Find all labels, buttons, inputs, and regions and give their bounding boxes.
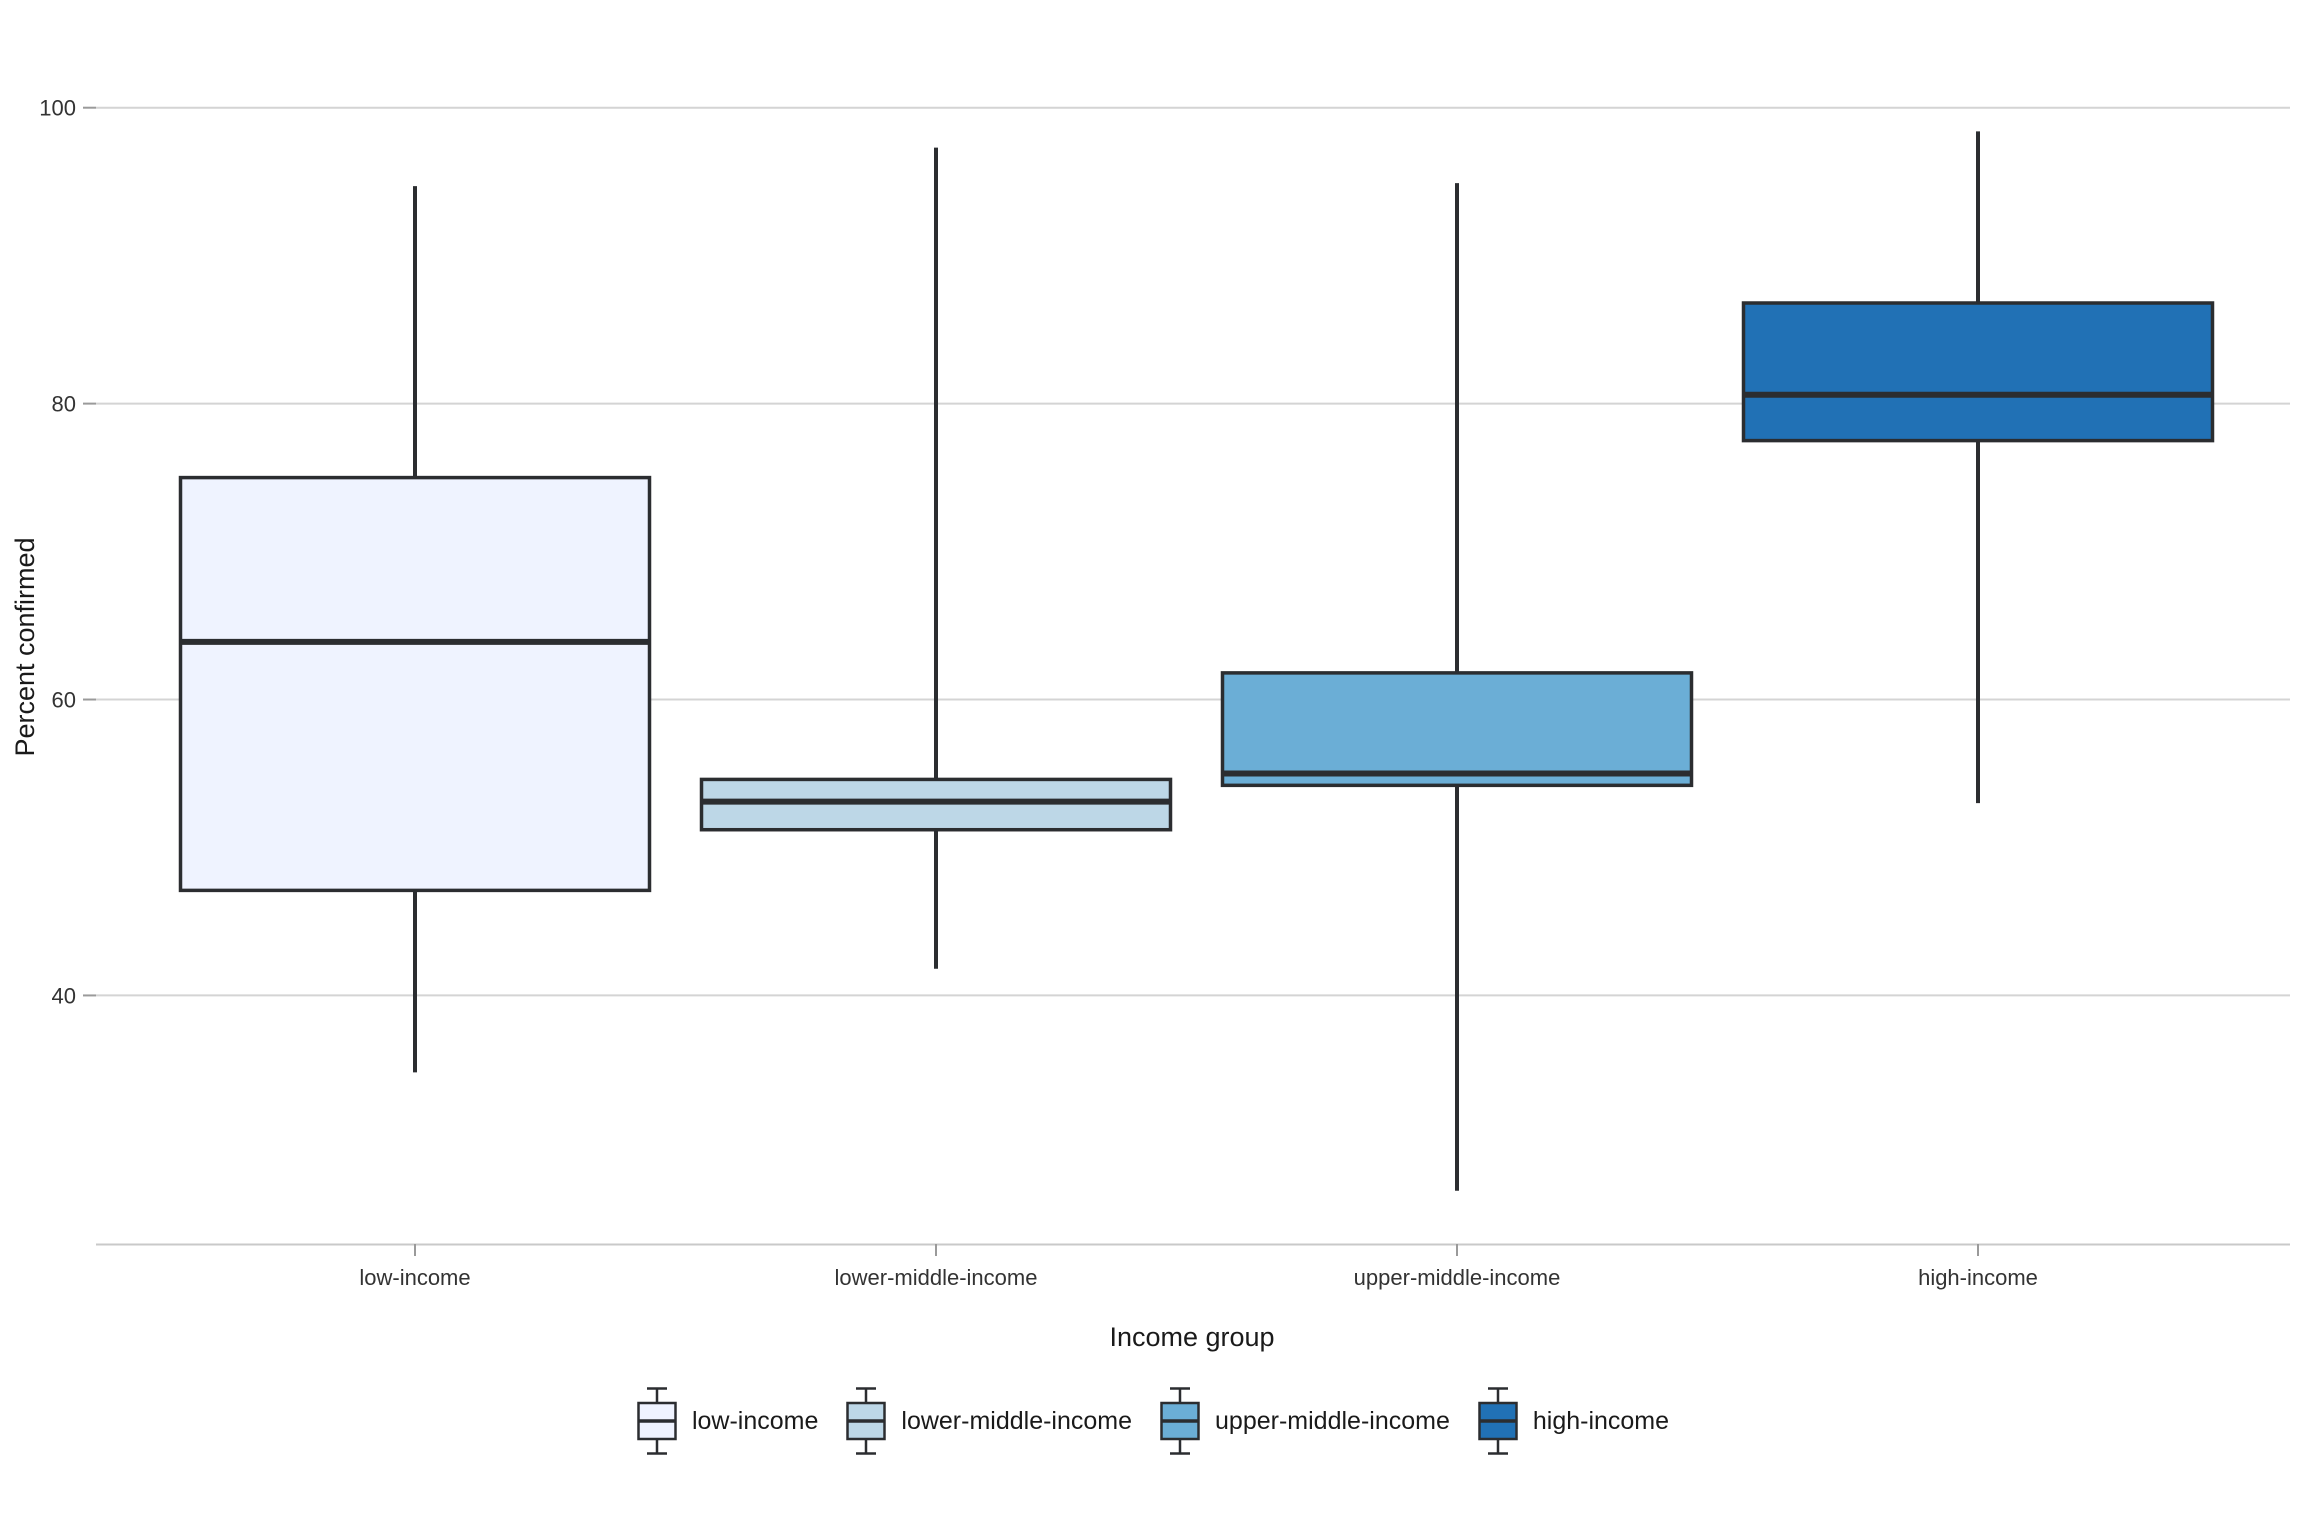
x-tick-label: lower-middle-income [835, 1265, 1038, 1290]
x-tick-label: upper-middle-income [1354, 1265, 1561, 1290]
box-high-income [1741, 301, 2215, 443]
y-tick-label: 40 [52, 983, 76, 1008]
box-upper-middle-income [1220, 671, 1694, 788]
y-tick-label: 60 [52, 688, 76, 713]
boxes-layer [178, 131, 2215, 1191]
legend-key-boxplot-icon [846, 1387, 887, 1455]
legend-key-boxplot-icon [637, 1387, 677, 1455]
box-group-low-income [178, 186, 652, 1073]
legend-key-boxplot-icon [1478, 1387, 1518, 1455]
box-group-upper-middle-income [1220, 183, 1694, 1191]
axes-layer: 40 60 80 100 low-income lower-middle-income up… [39, 96, 2290, 1290]
box-group-lower-middle-income [699, 147, 1173, 969]
legend-item-high-income: high-income [1476, 1386, 1669, 1456]
x-axis-title: Income group [1109, 1322, 1274, 1352]
legend-key-boxplot-icon [1160, 1387, 1200, 1455]
box-low-income [178, 475, 652, 893]
box-group-high-income [1741, 131, 2215, 804]
y-tick-label: 80 [52, 392, 76, 417]
legend-item-label: low-income [691, 1406, 819, 1435]
y-tick-label: 100 [39, 96, 76, 121]
legend-item-label: upper-middle-income [1215, 1406, 1450, 1435]
x-tick-label: low-income [359, 1265, 470, 1290]
legend-item-lower-middle-income: lower-middle-income [844, 1386, 1132, 1456]
legend: low-income lower-middle-income upper-middl… [0, 1386, 2304, 1456]
y-axis-title: Percent confirmed [10, 537, 40, 756]
legend-item-label: high-income [1532, 1406, 1670, 1435]
x-tick-label: high-income [1918, 1265, 2038, 1290]
legend-item-low-income: low-income [635, 1386, 818, 1456]
legend-item-upper-middle-income: upper-middle-income [1158, 1386, 1450, 1456]
legend-item-label: lower-middle-income [901, 1406, 1133, 1435]
